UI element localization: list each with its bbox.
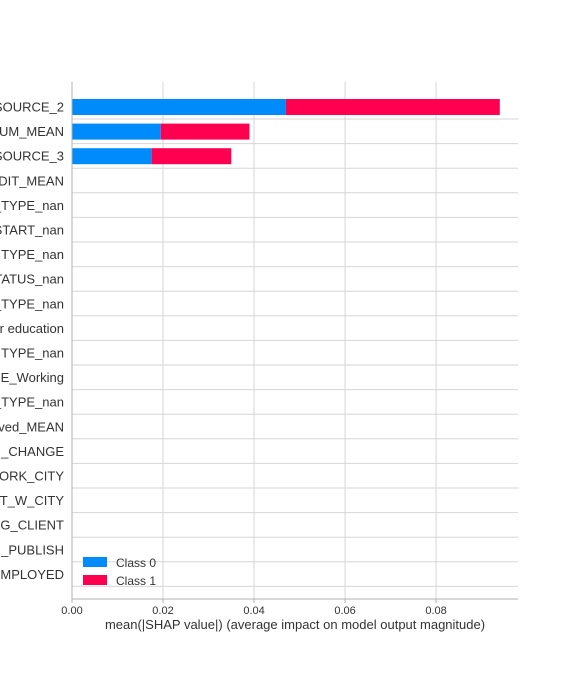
y-tick-label: G_CLIENT [0, 518, 64, 533]
y-tick-label: _PUBLISH [0, 542, 64, 557]
x-tick-label: 0.06 [334, 605, 355, 617]
y-tick-label: r education [0, 321, 64, 336]
y-tick-label: SOURCE_3 [0, 149, 64, 164]
bar-class-1 [160, 123, 250, 140]
legend-label: Class 0 [116, 556, 156, 570]
bar-class-1 [285, 99, 500, 115]
y-tick-label: E_Working [1, 370, 64, 385]
x-tick-label: 0.08 [425, 605, 446, 617]
legend-swatch [83, 557, 107, 567]
x-tick-label: 0.04 [243, 605, 264, 617]
y-tick-labels: SOURCE_2 UM_MEAN SOURCE_3 DIT_MEAN _TYPE_nan… [0, 100, 64, 582]
y-tick-label: TYPE_nan [1, 247, 64, 262]
legend: Class 0 Class 1 [83, 556, 156, 588]
y-tick-label: T_W_CITY [0, 493, 64, 508]
y-tick-label: DIT_MEAN [0, 173, 64, 188]
y-tick-label: UM_MEAN [0, 124, 64, 139]
axes-layer [71, 82, 518, 600]
bar-class-1 [151, 148, 232, 165]
y-tick-label: _TYPE_nan [0, 198, 64, 213]
y-tick-label: _TYPE_nan [0, 296, 64, 311]
y-tick-label: START_nan [0, 223, 64, 238]
bar-class-0 [72, 148, 152, 165]
x-tick-label: 0.02 [152, 605, 173, 617]
grid-layer [71, 82, 518, 599]
y-tick-label: _CHANGE [0, 444, 64, 459]
bars-layer [72, 99, 500, 165]
legend-label: Class 1 [116, 574, 156, 588]
legend-swatch [83, 575, 107, 585]
y-tick-label: SOURCE_2 [0, 100, 64, 115]
bar-class-0 [72, 123, 161, 140]
y-tick-label: ORK_CITY [0, 469, 64, 484]
x-axis-title: mean(|SHAP value|) (average impact on mo… [105, 617, 485, 632]
y-tick-label: ved_MEAN [0, 419, 64, 434]
y-tick-label: TATUS_nan [0, 272, 64, 287]
bar-class-0 [72, 99, 286, 115]
y-tick-label: TYPE_nan [1, 346, 64, 361]
y-tick-label: MPLOYED [0, 567, 64, 582]
x-tick-label: 0.00 [61, 605, 82, 617]
y-tick-label: _TYPE_nan [0, 395, 64, 410]
x-tick-labels: 0.00 0.02 0.04 0.06 0.08 [61, 599, 447, 617]
